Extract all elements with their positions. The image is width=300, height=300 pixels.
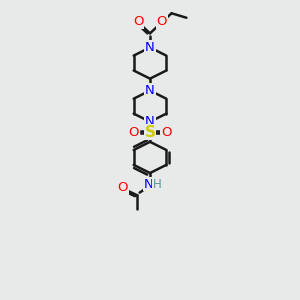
Text: S: S bbox=[145, 125, 155, 140]
Text: O: O bbox=[128, 126, 139, 139]
Text: N: N bbox=[145, 115, 155, 128]
Text: H: H bbox=[153, 178, 161, 191]
Text: O: O bbox=[161, 126, 172, 139]
Text: N: N bbox=[145, 41, 155, 54]
Text: O: O bbox=[118, 182, 128, 194]
Text: O: O bbox=[157, 15, 167, 28]
Text: O: O bbox=[133, 15, 143, 28]
Text: N: N bbox=[145, 84, 155, 97]
Text: N: N bbox=[144, 178, 154, 191]
